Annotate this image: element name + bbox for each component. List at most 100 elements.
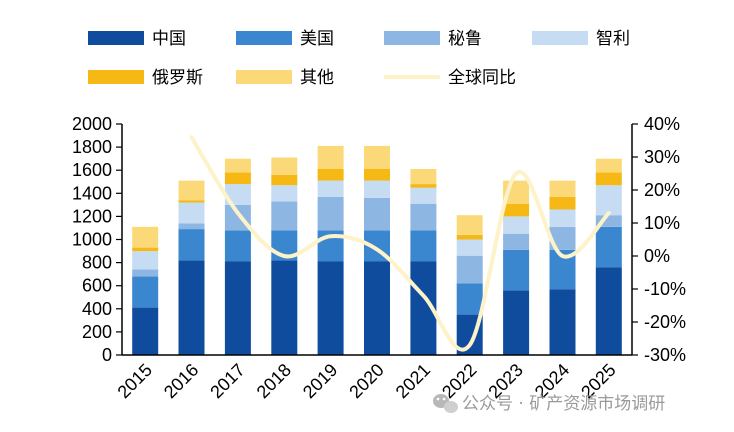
bar-2018-series-4 — [271, 174, 298, 186]
y-right-tick-label-2: -10% — [644, 279, 686, 299]
legend-swatch-1 — [236, 31, 292, 45]
bar-2018-series-0 — [271, 260, 298, 355]
bar-2016-series-3 — [178, 202, 205, 224]
bar-2023-series-2 — [503, 233, 530, 250]
wechat-icon — [433, 394, 458, 413]
bar-2016-series-4 — [178, 200, 205, 203]
legend-label-line: 全球同比 — [448, 68, 516, 88]
y-left-tick-label-2: 400 — [82, 299, 112, 319]
bar-2020-series-2 — [364, 197, 390, 231]
y-left-tick-label-5: 1000 — [72, 230, 112, 250]
legend-label-5: 其他 — [300, 68, 334, 88]
bar-2019-series-3 — [317, 180, 344, 197]
y-left-tick-label-7: 1400 — [72, 183, 112, 203]
bar-2023-series-0 — [503, 290, 530, 355]
y-right-tick-label-3: 0% — [644, 246, 670, 266]
bar-2021-series-3 — [410, 187, 437, 204]
bar-2017-series-1 — [224, 230, 251, 262]
bar-2025-series-4 — [595, 172, 622, 186]
bar-2015-series-2 — [132, 269, 159, 277]
y-left-tick-label-10: 2000 — [72, 114, 112, 134]
x-tick-label-2021: 2021 — [392, 360, 434, 402]
bar-2016-series-1 — [178, 229, 205, 261]
x-tick-label-2020: 2020 — [345, 360, 387, 402]
bar-2015-series-5 — [132, 226, 159, 248]
bar-2022-series-4 — [456, 234, 483, 240]
bar-2025-series-2 — [595, 215, 622, 227]
bar-2021-series-4 — [410, 184, 437, 188]
legend-label-2: 秘鲁 — [448, 29, 482, 49]
legend-swatch-0 — [88, 31, 144, 45]
bar-2025-series-1 — [595, 226, 622, 268]
bar-2020-series-4 — [364, 169, 390, 181]
bar-2016-series-5 — [178, 180, 205, 201]
y-left-tick-label-3: 600 — [82, 276, 112, 296]
legend-swatch-4 — [88, 70, 144, 84]
y-left-tick-label-1: 200 — [82, 322, 112, 342]
y-right-tick-label-4: 10% — [644, 213, 680, 233]
legend-swatch-3 — [532, 31, 588, 45]
bar-2025-series-3 — [595, 185, 622, 216]
x-tick-label-2018: 2018 — [253, 360, 295, 402]
y-left-tick-label-4: 800 — [82, 253, 112, 273]
bar-2015-series-1 — [132, 276, 159, 308]
bar-2022-series-2 — [456, 255, 483, 284]
legend-label-4: 俄罗斯 — [152, 68, 203, 88]
legend-swatch-2 — [384, 31, 440, 45]
bar-2016-series-0 — [178, 260, 205, 355]
bar-2015-series-4 — [132, 247, 159, 252]
bar-2017-series-5 — [224, 158, 251, 173]
bar-2018-series-2 — [271, 201, 298, 231]
x-tick-label-2019: 2019 — [299, 360, 341, 402]
bar-2018-series-5 — [271, 157, 298, 175]
bar-2020-series-5 — [364, 145, 390, 169]
bar-2025-series-0 — [595, 267, 622, 355]
bar-2019-series-4 — [317, 169, 344, 181]
bar-2022-series-3 — [456, 239, 483, 256]
bar-2015-series-0 — [132, 307, 159, 355]
y-right-tick-label-5: 20% — [644, 180, 680, 200]
y-left-tick-label-6: 1200 — [72, 206, 112, 226]
watermark-text: 公众号 · 矿产资源市场调研 — [462, 394, 665, 414]
bar-2022-series-5 — [456, 215, 483, 235]
bar-2022-series-1 — [456, 283, 483, 315]
x-tick-label-2015: 2015 — [114, 360, 156, 402]
bar-2024-series-2 — [549, 226, 576, 250]
bar-2020-series-0 — [364, 261, 390, 355]
bar-2025-series-5 — [595, 158, 622, 173]
bar-series — [132, 145, 622, 355]
bar-2021-series-5 — [410, 169, 437, 184]
legend-label-0: 中国 — [152, 29, 186, 49]
y-left-tick-label-8: 1600 — [72, 160, 112, 180]
y-right-tick-label-1: -20% — [644, 312, 686, 332]
watermark: 公众号 · 矿产资源市场调研 — [433, 394, 665, 414]
y-right-tick-label-6: 30% — [644, 147, 680, 167]
bar-2017-series-4 — [224, 172, 251, 185]
bar-2024-series-0 — [549, 289, 576, 355]
yoy-line-path — [189, 135, 611, 352]
bar-2017-series-3 — [224, 184, 251, 205]
y-right-tick-label-0: -30% — [644, 345, 686, 365]
bar-2015-series-3 — [132, 251, 159, 270]
y-right-tick-label-7: 40% — [644, 114, 680, 134]
bar-2021-series-2 — [410, 203, 437, 231]
y-left-tick-label-9: 1800 — [72, 137, 112, 157]
bar-2024-series-4 — [549, 196, 576, 210]
bar-2021-series-1 — [410, 230, 437, 262]
bar-2016-series-2 — [178, 223, 205, 230]
bar-2019-series-5 — [317, 145, 344, 169]
yoy-line — [189, 135, 611, 352]
bar-2017-series-0 — [224, 261, 251, 355]
bar-2020-series-3 — [364, 180, 390, 198]
bar-2024-series-3 — [549, 209, 576, 227]
bar-2023-series-4 — [503, 203, 530, 217]
bar-2023-series-3 — [503, 216, 530, 234]
y-left-tick-label-0: 0 — [102, 345, 112, 365]
bar-2023-series-1 — [503, 249, 530, 291]
x-tick-label-2017: 2017 — [206, 360, 248, 402]
bar-2018-series-3 — [271, 185, 298, 202]
bar-2024-series-5 — [549, 180, 576, 197]
